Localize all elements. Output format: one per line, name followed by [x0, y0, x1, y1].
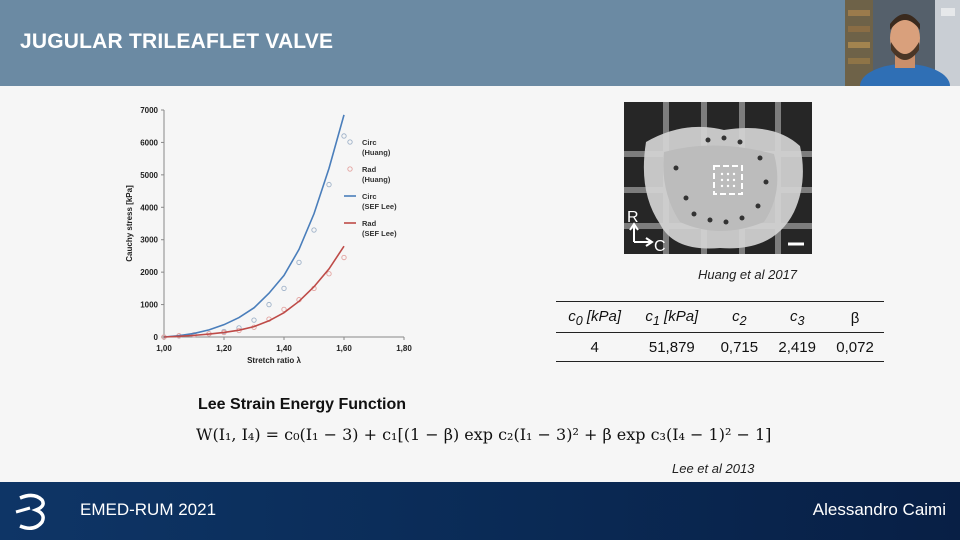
parameter-table: c0 [kPa] c1 [kPa] c2 c3 β 4 51,879 0,715…: [556, 301, 884, 362]
legend-label: Rad: [362, 219, 377, 228]
photo-caption: Huang et al 2017: [698, 267, 798, 282]
series-point-rad-huang-: [326, 271, 332, 277]
equation-title: Lee Strain Energy Function: [198, 396, 407, 413]
presenter-video-icon: [845, 0, 960, 86]
series-line-rad-sef-lee-: [163, 245, 345, 338]
slide-header: JUGULAR TRILEAFLET VALVE: [0, 0, 960, 86]
photo-label-c: C: [654, 238, 666, 254]
value-c0: 4: [556, 332, 634, 362]
legend-label: Circ: [362, 192, 377, 201]
series-line-circ-sef-lee-: [163, 114, 345, 338]
value-c3: 2,419: [768, 332, 827, 362]
series-point-circ-huang-: [326, 181, 332, 188]
y-tick-label: 1000: [140, 301, 158, 310]
legend-label: (Huang): [362, 148, 391, 157]
slide-footer: EMED-RUM 2021 Alessandro Caimi: [0, 482, 960, 540]
series-point-circ-huang-: [251, 317, 257, 323]
value-beta: 0,072: [826, 332, 884, 362]
stress-stretch-chart: 0 1000 2000 3000 4000 5000 6000 7000 1,00 1,20 1,4…: [125, 106, 412, 365]
value-c2: 0,715: [710, 332, 769, 362]
header-c0: c0 [kPa]: [556, 301, 634, 333]
event-name: EMED-RUM 2021: [80, 500, 217, 519]
y-tick-label: 5000: [140, 171, 158, 180]
x-tick-label: 1,60: [336, 344, 352, 353]
presenter-name: Alessandro Caimi: [812, 500, 946, 519]
legend-label: (Huang): [362, 175, 391, 184]
valve-image-icon: R C: [624, 102, 812, 254]
header-c2: c2: [710, 301, 769, 333]
legend-label: (SEF Lee): [362, 229, 397, 238]
series-point-circ-huang-: [296, 259, 302, 266]
series-point-rad-huang-: [281, 306, 287, 313]
equation-caption: Lee et al 2013: [672, 461, 755, 476]
series-point-circ-huang-: [311, 227, 317, 233]
x-axis-label: Stretch ratio λ: [247, 356, 301, 365]
header-beta: β: [826, 301, 884, 333]
strain-energy-equation: W(I₁, I₄) = c₀(I₁ − 3) + c₁[(1 − β) exp …: [196, 425, 772, 444]
y-tick-label: 2000: [140, 268, 158, 277]
series-point-circ-huang-: [281, 285, 287, 292]
y-tick-label: 0: [154, 333, 159, 342]
slide-title: JUGULAR TRILEAFLET VALVE: [20, 30, 334, 53]
x-tick-label: 1,40: [276, 344, 292, 353]
photo-label-r: R: [627, 209, 639, 226]
y-tick-label: 3000: [140, 236, 158, 245]
x-tick-label: 1,20: [216, 344, 232, 353]
presenter-webcam: [845, 0, 960, 86]
legend-label: (SEF Lee): [362, 202, 397, 211]
valve-photo: R C: [624, 102, 812, 254]
header-c3: c3: [768, 301, 827, 333]
legend-label: Rad: [362, 165, 377, 174]
series-point-circ-huang-: [266, 301, 272, 308]
y-tick-label: 4000: [140, 203, 158, 212]
y-tick-label: 7000: [140, 106, 158, 115]
parameter-value-row: 4 51,879 0,715 2,419 0,072: [556, 332, 884, 362]
3ds-logo-icon: [15, 493, 45, 530]
x-tick-label: 1,80: [396, 344, 412, 353]
legend-marker-swatch: [347, 166, 353, 172]
series-point-circ-huang-: [341, 133, 347, 139]
x-tick-label: 1,00: [156, 344, 172, 353]
header-c1: c1 [kPa]: [633, 301, 711, 333]
y-tick-label: 6000: [140, 138, 158, 147]
series-point-rad-huang-: [341, 254, 347, 261]
parameter-header-row: c0 [kPa] c1 [kPa] c2 c3 β: [556, 301, 884, 333]
legend-marker-swatch: [347, 139, 353, 145]
value-c1: 51,879: [633, 332, 711, 362]
legend-label: Circ: [362, 138, 377, 147]
y-axis-label: Cauchy stress [kPa]: [125, 185, 134, 262]
